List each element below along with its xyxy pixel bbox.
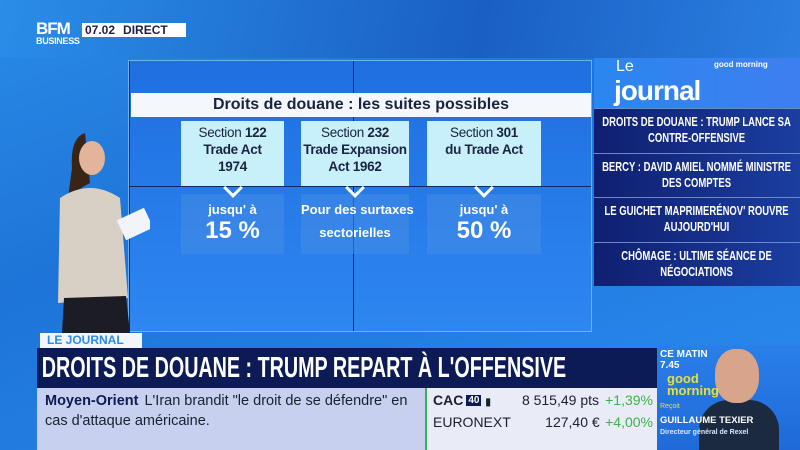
headline-item: DROITS DE DOUANE : TRUMP LANCE SA CONTRE… bbox=[594, 108, 800, 153]
card-number: 301 bbox=[496, 125, 518, 140]
headline-text: BERCY : DAVID AMIEL NOMMÉ MINISTRE DES C… bbox=[602, 158, 792, 190]
clock: 07.02 bbox=[85, 23, 116, 37]
live-label: DIRECT bbox=[123, 23, 168, 37]
headline-text: DROITS DE DOUANE : TRUMP LANCE SA CONTRE… bbox=[602, 114, 791, 145]
card-label: Section bbox=[320, 125, 364, 140]
option-card: Section 122 Trade Act 1974 jusqu' à 15 % bbox=[181, 121, 284, 254]
index-value: 8 515,49 pts bbox=[521, 392, 599, 408]
promo-received: Reçoit bbox=[660, 403, 680, 410]
headline-text: LE GUICHET MAPRIMERÉNOV' ROUVRE AUJOURD'… bbox=[604, 203, 789, 234]
market-row: EURONEXT 127,40 € +4,00% bbox=[433, 412, 653, 432]
index-change: +1,39% bbox=[605, 392, 653, 408]
card-value: 15 % bbox=[205, 217, 260, 244]
wall-title: Droits de douane : les suites possibles bbox=[131, 93, 591, 117]
bfm-business-logo: BFM BUSINESS bbox=[36, 20, 80, 46]
journal-panel: Le journal good morning DROITS DE DOUANE… bbox=[594, 58, 800, 286]
logo-good-morning: good morning bbox=[714, 60, 768, 69]
section-tab: LE JOURNAL bbox=[40, 333, 142, 348]
card-label: Section bbox=[198, 125, 242, 140]
ticker-tag: Moyen-Orient bbox=[45, 393, 139, 409]
card-line: Trade Expansion bbox=[303, 142, 407, 157]
le-journal-logo: Le journal good morning bbox=[594, 58, 800, 108]
guest-name: GUILLAUME TEXIER bbox=[660, 415, 754, 426]
logo-subtext: BUSINESS bbox=[36, 36, 80, 46]
video-wall: Droits de douane : les suites possibles … bbox=[128, 60, 592, 332]
card-note: Pour des surtaxes bbox=[301, 202, 414, 217]
main-headline: DROITS DE DOUANE : TRUMP REPART À L'OFFE… bbox=[37, 348, 657, 388]
headline-text: CHÔMAGE : ULTIME SÉANCE DE NÉGOCIATIONS bbox=[621, 247, 772, 279]
card-line: Trade Act bbox=[203, 142, 262, 157]
market-row: CAC 40 ▮ 8 515,49 pts +1,39% bbox=[433, 390, 653, 410]
guest-photo-face bbox=[715, 349, 759, 403]
stock-name: EURONEXT bbox=[433, 414, 511, 430]
promo-when: CE MATIN bbox=[660, 349, 708, 360]
ticker-text: L'Iran brandit "le droit de se défendre"… bbox=[45, 393, 408, 429]
news-ticker: Moyen-Orient L'Iran brandit "le droit de … bbox=[37, 388, 425, 450]
main-headline-text: DROITS DE DOUANE : TRUMP REPART À L'OFFE… bbox=[41, 352, 567, 384]
lock-icon: ▮ bbox=[485, 397, 491, 408]
guest-promo: CE MATIN 7.45 good morning Reçoit GUILLAU… bbox=[657, 345, 800, 450]
card-line: 1974 bbox=[218, 159, 247, 174]
card-label: Section bbox=[449, 125, 493, 140]
live-time-box: 07.02 DIRECT bbox=[82, 23, 186, 37]
option-card: Section 301 du Trade Act jusqu' à 50 % bbox=[427, 121, 541, 254]
card-number: 122 bbox=[244, 125, 267, 140]
option-card: Section 232 Trade Expansion Act 1962 Pour … bbox=[301, 121, 414, 254]
presenter bbox=[58, 133, 150, 333]
logo-text: BFM bbox=[36, 19, 71, 38]
guest-role: Directeur général de Rexel bbox=[660, 429, 749, 436]
headline-item: LE GUICHET MAPRIMERÉNOV' ROUVRE AUJOURD'… bbox=[594, 197, 800, 242]
card-value: 50 % bbox=[456, 217, 512, 244]
card-note: jusqu' à bbox=[459, 202, 509, 217]
index-name: CAC bbox=[433, 392, 464, 408]
logo-le: Le bbox=[616, 58, 634, 75]
stock-value: 127,40 € bbox=[545, 414, 600, 430]
card-line: du Trade Act bbox=[445, 142, 523, 157]
good-morning-logo: good morning bbox=[667, 371, 719, 398]
headline-item: CHÔMAGE : ULTIME SÉANCE DE NÉGOCIATIONS bbox=[594, 241, 800, 286]
card-note: jusqu' à bbox=[208, 202, 257, 217]
logo-journal: journal bbox=[614, 75, 701, 106]
promo-time: 7.45 bbox=[660, 360, 680, 371]
headline-item: BERCY : DAVID AMIEL NOMMÉ MINISTRE DES C… bbox=[594, 152, 800, 197]
guest-photo bbox=[699, 400, 779, 450]
card-value: sectorielles bbox=[319, 225, 391, 240]
index-badge: 40 bbox=[466, 395, 482, 406]
stock-change: +4,00% bbox=[605, 414, 653, 430]
market-panel: CAC 40 ▮ 8 515,49 pts +1,39% EURONEXT 127… bbox=[425, 388, 657, 450]
card-number: 232 bbox=[367, 125, 389, 140]
card-line: Act 1962 bbox=[328, 159, 382, 174]
